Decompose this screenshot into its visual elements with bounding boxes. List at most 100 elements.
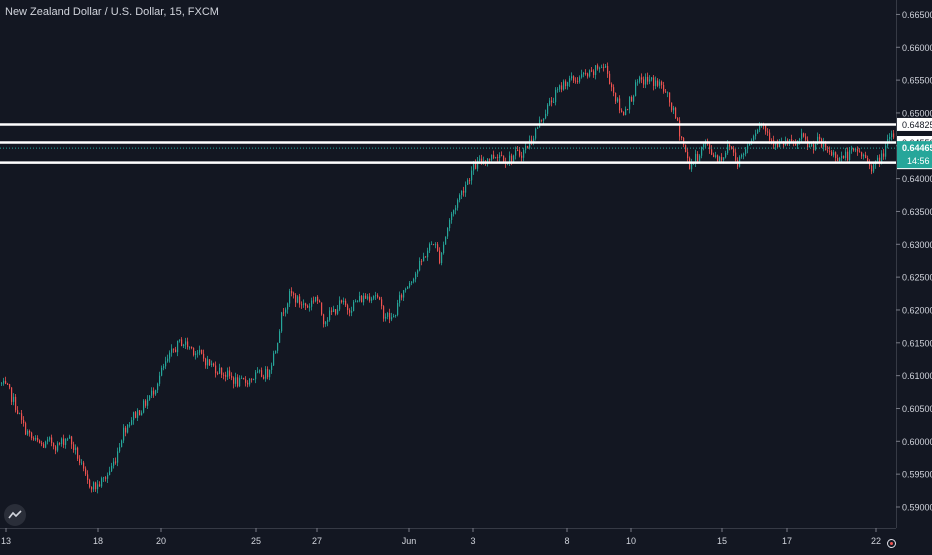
- candle-body: [871, 165, 873, 172]
- candle: [823, 137, 825, 152]
- candle-body: [147, 399, 149, 406]
- candle-body: [553, 102, 555, 103]
- candle-body: [325, 321, 327, 325]
- candle: [285, 307, 287, 317]
- candle: [667, 91, 669, 98]
- candle: [183, 343, 185, 348]
- clock-icon[interactable]: [887, 539, 896, 548]
- candle: [593, 69, 595, 78]
- candle: [743, 152, 745, 160]
- candle: [479, 155, 481, 162]
- candle: [801, 128, 803, 143]
- candle: [213, 362, 215, 367]
- candle: [521, 151, 523, 162]
- candle-body: [579, 77, 581, 82]
- candle: [53, 442, 55, 450]
- candle-body: [663, 84, 665, 92]
- candle-body: [449, 219, 451, 229]
- candle: [177, 340, 179, 357]
- candle: [555, 87, 557, 106]
- candle-body: [401, 295, 403, 298]
- candle: [869, 159, 871, 170]
- candle-body: [309, 306, 311, 308]
- candle: [447, 227, 449, 239]
- candle: [83, 460, 85, 472]
- candle-body: [381, 299, 383, 307]
- candle: [121, 439, 123, 448]
- candle-body: [155, 390, 157, 395]
- candle-body: [177, 340, 179, 353]
- candle-body: [669, 92, 671, 103]
- candle: [495, 156, 497, 159]
- candle-body: [659, 81, 661, 86]
- candle-body: [585, 73, 587, 74]
- candle-body: [543, 118, 545, 121]
- price-axis[interactable]: 0.665000.660000.655000.650000.645000.640…: [896, 10, 932, 513]
- candle-body: [811, 144, 813, 146]
- candle-body: [131, 420, 133, 425]
- candle: [527, 145, 529, 149]
- candle-body: [607, 66, 609, 74]
- candle: [421, 259, 423, 266]
- candle: [311, 297, 313, 311]
- candle: [373, 295, 375, 301]
- candle: [617, 97, 619, 103]
- candle-body: [825, 142, 827, 151]
- tradingview-logo[interactable]: [4, 504, 26, 526]
- candle-body: [635, 82, 637, 96]
- candle-body: [651, 77, 653, 80]
- candle: [467, 178, 469, 185]
- candle: [333, 305, 335, 313]
- candle-body: [251, 378, 253, 380]
- candle: [231, 372, 233, 381]
- candle-body: [317, 296, 319, 301]
- candle: [739, 155, 741, 168]
- candle: [11, 387, 13, 405]
- candle: [637, 79, 639, 86]
- candle: [137, 408, 139, 421]
- candle: [203, 349, 205, 362]
- candle: [853, 147, 855, 152]
- horizontal-lines-layer[interactable]: [0, 123, 896, 164]
- candle-body: [405, 288, 407, 291]
- time-tick-label: 3: [470, 536, 475, 546]
- candle: [15, 394, 17, 413]
- candle: [115, 457, 117, 465]
- candle-body: [595, 65, 597, 76]
- time-axis[interactable]: 13 18 20 25 27 Jun 3 8 10 15 17 22: [1, 528, 881, 546]
- candle: [377, 293, 379, 299]
- candle-body: [207, 359, 209, 366]
- candle-body: [443, 244, 445, 253]
- candle-body: [107, 475, 109, 479]
- candle: [673, 105, 675, 114]
- candle-body: [223, 374, 225, 376]
- candle-body: [627, 109, 629, 110]
- candle: [413, 277, 415, 284]
- candle: [533, 135, 535, 146]
- candle-body: [673, 107, 675, 111]
- candle-body: [127, 424, 129, 433]
- candle-body: [267, 369, 269, 378]
- candle-body: [79, 458, 81, 463]
- candle: [233, 376, 235, 389]
- candle: [609, 70, 611, 85]
- candle-body: [795, 142, 797, 146]
- candle: [639, 75, 641, 84]
- candle-body: [529, 139, 531, 148]
- candle-body: [97, 484, 99, 490]
- candle-body: [463, 190, 465, 193]
- candle-body: [281, 312, 283, 332]
- candle: [241, 375, 243, 379]
- candle: [201, 349, 203, 355]
- candle-body: [235, 377, 237, 384]
- candle-body: [55, 446, 57, 451]
- candle-body: [35, 437, 37, 440]
- candle: [501, 151, 503, 157]
- candle: [289, 288, 291, 307]
- candle-body: [755, 133, 757, 137]
- time-tick-label: 13: [1, 536, 11, 546]
- candle: [317, 295, 319, 304]
- candle: [465, 181, 467, 197]
